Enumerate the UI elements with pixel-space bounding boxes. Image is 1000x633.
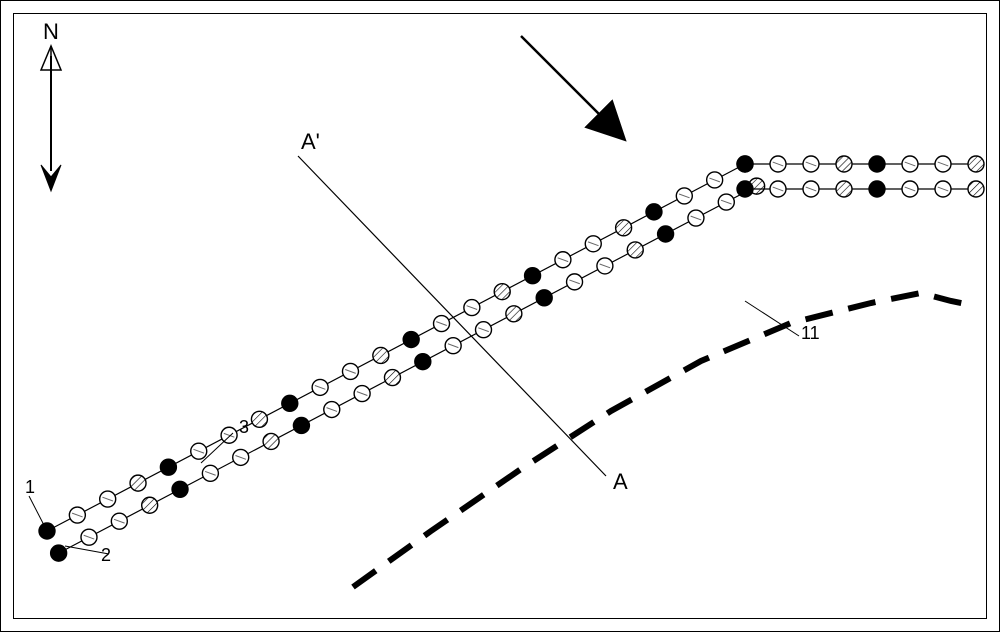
svg-text:1: 1 [25, 477, 35, 497]
svg-text:11: 11 [801, 323, 820, 343]
svg-text:A': A' [301, 129, 320, 154]
svg-text:A: A [613, 469, 628, 494]
svg-text:3: 3 [239, 417, 249, 437]
svg-text:N: N [43, 19, 59, 44]
svg-text:2: 2 [101, 545, 111, 565]
